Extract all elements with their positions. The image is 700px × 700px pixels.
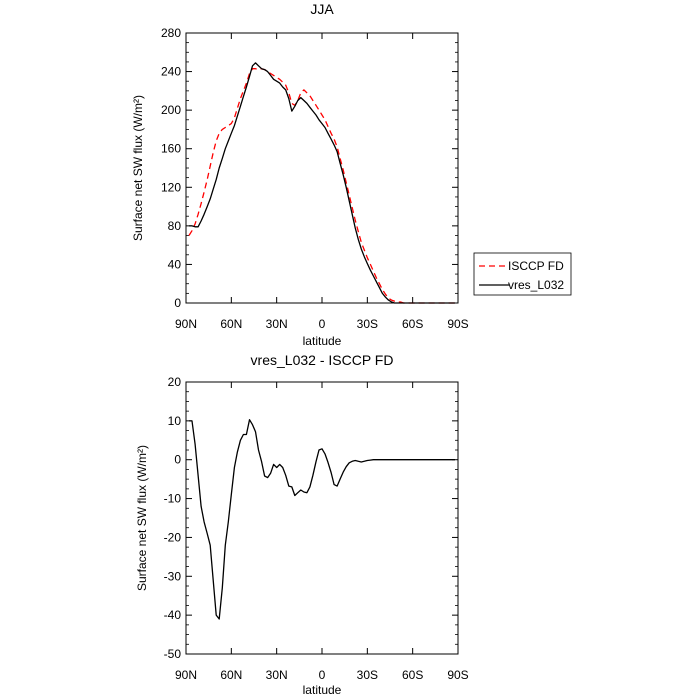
x-tick-label: 60S	[402, 317, 423, 331]
top-series-group	[188, 62, 455, 304]
y-tick-label: -10	[164, 492, 182, 506]
top-x-axis-label: latitude	[303, 334, 342, 348]
bottom-panel: vres_L032 - ISCCP FD -50 -40 -30 -20 -10 0 10 2…	[135, 352, 469, 697]
x-tick-label: 30N	[266, 317, 288, 331]
x-tick-label: 30S	[357, 668, 378, 682]
y-tick-label: -50	[164, 647, 182, 661]
top-plot-frame	[185, 32, 459, 304]
x-tick-label: 60N	[220, 317, 242, 331]
legend-box	[473, 252, 572, 296]
legend-label-isccp: ISCCP FD	[508, 259, 564, 273]
x-tick-label: 0	[319, 317, 326, 331]
top-chart-title: JJA	[310, 1, 334, 17]
y-tick-label: 240	[161, 65, 181, 79]
x-tick-label: 90N	[175, 668, 197, 682]
x-tick-label: 30N	[266, 668, 288, 682]
top-x-tick-labels: 90N 60N 30N 0 30S 60S 90S	[175, 317, 469, 331]
y-tick-label: 0	[174, 453, 181, 467]
y-tick-label: 120	[161, 180, 181, 194]
x-tick-label: 60S	[402, 668, 423, 682]
bottom-x-tick-labels: 90N 60N 30N 0 30S 60S 90S	[175, 668, 469, 682]
top-axis-ticks	[185, 32, 459, 304]
legend: ISCCP FD vres_L032	[473, 252, 572, 296]
y-tick-label: -40	[164, 608, 182, 622]
y-tick-label: 0	[174, 296, 181, 310]
y-tick-label: 40	[168, 257, 182, 271]
bottom-plot-frame	[185, 381, 459, 655]
top-y-tick-labels: 0 40 80 120 160 200 240 280	[161, 26, 181, 310]
bottom-chart-title: vres_L032 - ISCCP FD	[251, 352, 394, 368]
bottom-series-group	[189, 419, 455, 620]
y-tick-label: 20	[168, 375, 182, 389]
y-tick-label: -30	[164, 569, 182, 583]
y-tick-label: 80	[168, 219, 182, 233]
x-tick-label: 0	[319, 668, 326, 682]
x-tick-label: 60N	[220, 668, 242, 682]
x-tick-label: 30S	[357, 317, 378, 331]
x-tick-label: 90S	[447, 668, 468, 682]
bottom-y-tick-labels: -50 -40 -30 -20 -10 0 10 20	[164, 375, 182, 661]
bottom-axis-ticks	[185, 381, 459, 655]
top-y-axis-label: Surface net SW flux (W/m²)	[131, 95, 145, 241]
legend-label-vres: vres_L032	[508, 278, 564, 292]
bottom-x-axis-label: latitude	[303, 683, 342, 697]
x-tick-label: 90N	[175, 317, 197, 331]
series-line-vres-l032	[189, 62, 455, 304]
bottom-y-axis-label: Surface net SW flux (W/m²)	[135, 445, 149, 591]
top-panel: JJA 0 40 80 120 160 200 240 280 90N 60N 30N 0 30S 60…	[131, 1, 572, 348]
y-tick-label: -20	[164, 530, 182, 544]
y-tick-label: 10	[168, 414, 182, 428]
y-tick-label: 280	[161, 26, 181, 40]
series-line-vres-l032-isccp-fd	[189, 419, 455, 620]
y-tick-label: 200	[161, 103, 181, 117]
y-tick-label: 160	[161, 142, 181, 156]
x-tick-label: 90S	[447, 317, 468, 331]
series-line-isccp-fd	[188, 68, 455, 304]
